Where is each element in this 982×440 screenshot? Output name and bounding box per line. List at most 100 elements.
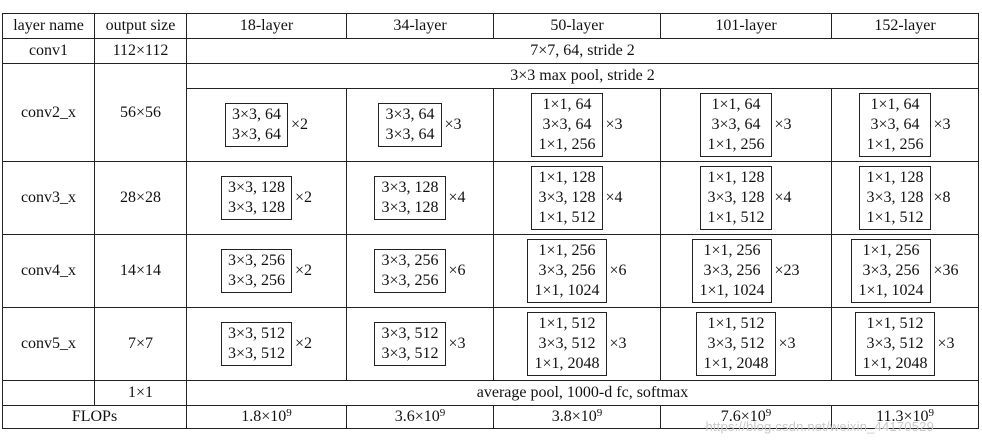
header-152-layer: 152-layer bbox=[831, 13, 979, 39]
block-cell: 3×3, 256 3×3, 256 ×2 bbox=[186, 234, 347, 308]
block-cell: 1×1, 64 3×3, 64 1×1, 256 ×3 bbox=[831, 88, 979, 162]
block-bracket: 1×1, 64 3×3, 64 1×1, 256 bbox=[531, 93, 603, 157]
header-output-size: output size bbox=[94, 13, 187, 39]
building-block: 1×1, 64 3×3, 64 1×1, 256 ×3 bbox=[700, 93, 792, 157]
header-101-layer: 101-layer bbox=[660, 13, 832, 39]
building-block: 1×1, 256 3×3, 256 1×1, 1024 ×6 bbox=[527, 239, 627, 303]
block-cell: 1×1, 256 3×3, 256 1×1, 1024 ×36 bbox=[831, 234, 979, 308]
building-block: 3×3, 512 3×3, 512 ×2 bbox=[220, 322, 312, 366]
block-layer-spec: 1×1, 256 bbox=[866, 136, 924, 153]
block-layer-spec: 3×3, 512 bbox=[227, 345, 285, 362]
block-layer-spec: 1×1, 512 bbox=[707, 315, 765, 332]
block-layer-spec: 1×1, 512 bbox=[866, 209, 924, 226]
block-layer-spec: 3×3, 256 bbox=[381, 252, 439, 269]
block-layer-spec: 1×1, 512 bbox=[538, 315, 596, 332]
block-layer-spec: 3×3, 256 bbox=[227, 272, 285, 289]
conv5-size: 7×7 bbox=[94, 307, 187, 381]
block-bracket: 1×1, 512 3×3, 512 1×1, 2048 bbox=[527, 312, 607, 376]
block-layer-spec: 1×1, 2048 bbox=[703, 355, 769, 372]
conv1-name: conv1 bbox=[2, 38, 95, 64]
table-row-pool: conv2_x 56×56 3×3 max pool, stride 2 bbox=[2, 63, 979, 162]
block-layer-spec: 3×3, 128 bbox=[381, 199, 439, 216]
building-block: 3×3, 512 3×3, 512 ×3 bbox=[374, 322, 466, 366]
flops-exponent: 9 bbox=[286, 407, 292, 419]
block-bracket: 1×1, 128 3×3, 128 1×1, 512 bbox=[859, 166, 931, 230]
watermark: https://blog.csdn.net/weixin_44170529 bbox=[705, 419, 934, 434]
flops-base: 11.3×10 bbox=[876, 408, 929, 425]
block-cell: 1×1, 512 3×3, 512 1×1, 2048 ×3 bbox=[831, 307, 979, 381]
block-layer-spec: 1×1, 1024 bbox=[699, 282, 765, 299]
conv4-size: 14×14 bbox=[94, 234, 187, 308]
table-row-conv4: conv4_x 14×14 3×3, 256 3×3, 256 ×2 3×3, 25… bbox=[2, 234, 979, 308]
block-multiplier: ×2 bbox=[295, 262, 313, 279]
block-bracket: 1×1, 512 3×3, 512 1×1, 2048 bbox=[855, 312, 935, 376]
block-bracket: 1×1, 64 3×3, 64 1×1, 256 bbox=[859, 93, 931, 157]
block-layer-spec: 1×1, 128 bbox=[707, 169, 765, 186]
block-layer-spec: 1×1, 512 bbox=[707, 209, 765, 226]
building-block: 1×1, 128 3×3, 128 1×1, 512 ×4 bbox=[700, 166, 792, 230]
block-layer-spec: 1×1, 1024 bbox=[858, 282, 924, 299]
block-multiplier: ×3 bbox=[605, 116, 623, 133]
block-layer-spec: 1×1, 64 bbox=[711, 96, 761, 113]
block-multiplier: ×3 bbox=[933, 116, 951, 133]
block-cell: 1×1, 128 3×3, 128 1×1, 512 ×4 bbox=[493, 161, 661, 235]
block-multiplier: ×4 bbox=[448, 189, 466, 206]
flops-base: 3.8×10 bbox=[551, 408, 597, 425]
flops-exponent: 9 bbox=[596, 407, 603, 419]
block-bracket: 3×3, 128 3×3, 128 bbox=[220, 176, 292, 220]
block-bracket: 1×1, 256 3×3, 256 1×1, 1024 bbox=[527, 239, 607, 303]
flops-exponent: 9 bbox=[439, 407, 446, 419]
block-layer-spec: 1×1, 512 bbox=[866, 315, 924, 332]
block-layer-spec: 3×3, 512 bbox=[866, 335, 924, 352]
block-multiplier: ×3 bbox=[774, 116, 792, 133]
block-layer-spec: 1×1, 64 bbox=[870, 96, 920, 113]
conv4-name: conv4_x bbox=[2, 234, 95, 308]
block-layer-spec: 3×3, 512 bbox=[381, 345, 439, 362]
block-layer-spec: 1×1, 2048 bbox=[862, 355, 928, 372]
block-layer-spec: 1×1, 256 bbox=[862, 242, 920, 259]
block-multiplier: ×2 bbox=[291, 116, 309, 133]
block-cell: 3×3, 128 3×3, 128 ×2 bbox=[186, 161, 347, 235]
table-row-conv3: conv3_x 28×28 3×3, 128 3×3, 128 ×2 3×3, 12… bbox=[2, 161, 979, 235]
block-bracket: 1×1, 128 3×3, 128 1×1, 512 bbox=[700, 166, 772, 230]
block-bracket: 1×1, 64 3×3, 64 1×1, 256 bbox=[700, 93, 772, 157]
block-layer-spec: 3×3, 256 bbox=[538, 262, 596, 279]
block-layer-spec: 1×1, 128 bbox=[538, 169, 596, 186]
block-bracket: 3×3, 512 3×3, 512 bbox=[220, 322, 292, 366]
table-row-conv2: 3×3, 64 3×3, 64 ×2 3×3, 64 3×3, 64 ×3 1×1, 6… bbox=[3, 88, 979, 162]
block-multiplier: ×23 bbox=[774, 262, 800, 279]
block-cell: 3×3, 256 3×3, 256 ×6 bbox=[346, 234, 494, 308]
block-layer-spec: 3×3, 128 bbox=[866, 189, 924, 206]
block-layer-spec: 3×3, 128 bbox=[227, 199, 285, 216]
block-layer-spec: 1×1, 2048 bbox=[534, 355, 600, 372]
block-layer-spec: 1×1, 512 bbox=[538, 209, 596, 226]
block-cell: 1×1, 512 3×3, 512 1×1, 2048 ×3 bbox=[493, 307, 661, 381]
header-layer-name: layer name bbox=[2, 13, 95, 39]
resnet-architecture-table: layer name output size 18-layer 34-layer… bbox=[2, 13, 979, 429]
flops-value: 7.6×109 bbox=[660, 405, 832, 429]
block-bracket: 3×3, 64 3×3, 64 bbox=[224, 103, 288, 147]
block-cell: 1×1, 64 3×3, 64 1×1, 256 ×3 bbox=[493, 88, 661, 162]
block-multiplier: ×3 bbox=[609, 335, 627, 352]
block-layer-spec: 3×3, 128 bbox=[381, 179, 439, 196]
building-block: 3×3, 64 3×3, 64 ×2 bbox=[224, 103, 309, 147]
block-multiplier: ×3 bbox=[448, 335, 466, 352]
conv2-name: conv2_x bbox=[2, 63, 95, 162]
block-layer-spec: 3×3, 256 bbox=[862, 262, 920, 279]
building-block: 1×1, 256 3×3, 256 1×1, 1024 ×36 bbox=[851, 239, 959, 303]
block-multiplier: ×4 bbox=[774, 189, 792, 206]
avg-name-empty bbox=[2, 380, 95, 406]
block-cell: 3×3, 512 3×3, 512 ×2 bbox=[186, 307, 347, 381]
block-cell: 3×3, 64 3×3, 64 ×2 bbox=[186, 88, 347, 162]
block-multiplier: ×6 bbox=[609, 262, 627, 279]
block-bracket: 1×1, 128 3×3, 128 1×1, 512 bbox=[531, 166, 603, 230]
block-cell: 1×1, 256 3×3, 256 1×1, 1024 ×6 bbox=[493, 234, 661, 308]
block-layer-spec: 1×1, 256 bbox=[538, 242, 596, 259]
avg-desc: average pool, 1000-d fc, softmax bbox=[186, 380, 979, 406]
block-cell: 1×1, 64 3×3, 64 1×1, 256 ×3 bbox=[660, 88, 832, 162]
table-row-flops: FLOPs 1.8×109 3.6×109 3.8×109 7.6×109 11… bbox=[2, 405, 979, 429]
block-bracket: 1×1, 512 3×3, 512 1×1, 2048 bbox=[696, 312, 776, 376]
block-layer-spec: 3×3, 256 bbox=[227, 252, 285, 269]
block-multiplier: ×4 bbox=[605, 189, 623, 206]
conv1-desc: 7×7, 64, stride 2 bbox=[186, 38, 979, 64]
